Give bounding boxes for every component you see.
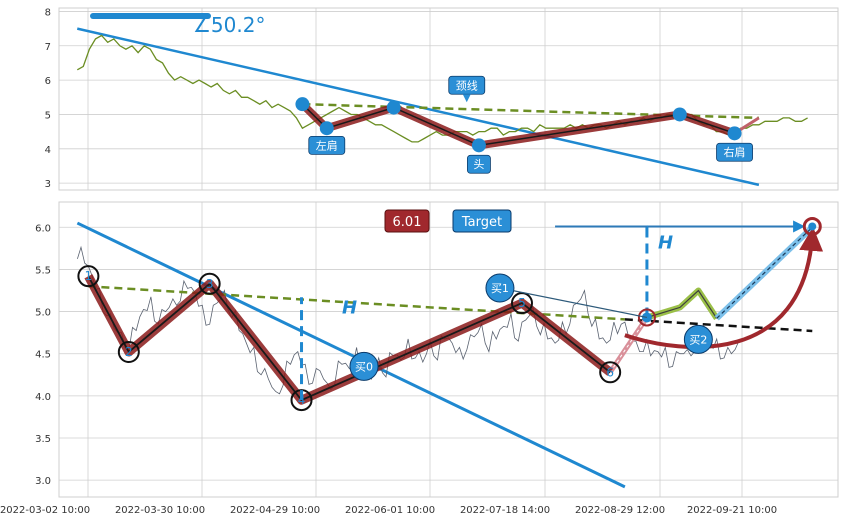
top-pattern-label: 右肩 <box>724 145 746 159</box>
bottom-pattern-zigzag-inner <box>87 275 611 402</box>
buy1-pointer-line <box>499 287 648 319</box>
bottom-xtick-label: 2022-07-18 14:00 <box>460 505 550 516</box>
top-pattern-point <box>471 138 486 153</box>
top-panel: 左肩头 右肩 颈线 ∠50.2° <box>76 13 808 187</box>
target-value-label: 6.01 <box>393 215 422 230</box>
pattern-point-circle <box>198 272 221 295</box>
top-ytick-label: 8 <box>45 7 51 18</box>
top-pattern-point <box>386 100 401 115</box>
pattern-point-circle <box>77 265 100 288</box>
top-pattern-label-box <box>308 135 346 155</box>
top-pattern-label-box <box>716 142 753 162</box>
bottom-ytick-label: 4.5 <box>35 350 51 361</box>
top-pattern-label: 左肩 <box>316 138 338 152</box>
top-ytick-label: 7 <box>45 42 51 53</box>
bottom-ytick-label: 5.0 <box>35 308 51 319</box>
bottom-xtick-label: 2022-06-01 10:00 <box>345 505 435 516</box>
pullback-segment-green-inner <box>646 289 718 319</box>
bottom-ytick-label: 4.0 <box>35 392 51 403</box>
bottom-neckline-extension <box>624 318 813 333</box>
top-pattern-label: 头 <box>473 158 484 171</box>
target-label-box <box>452 209 512 233</box>
angle-label: ∠50.2° <box>193 13 265 37</box>
grid-layer <box>58 7 839 498</box>
bottom-ytick-label: 3.5 <box>35 434 51 445</box>
pattern-point-label: 6 <box>606 365 614 379</box>
buy-point-label: 买0 <box>355 360 373 373</box>
pattern-point-label: 2 <box>125 345 133 359</box>
bottom-xtick-label: 2022-08-29 12:00 <box>575 505 665 516</box>
target-value-box <box>384 209 430 233</box>
pattern-point-circle <box>510 292 533 315</box>
buy-point-marker <box>349 351 379 381</box>
breakout-segment-pink-dash <box>609 317 648 373</box>
target-arrow-curve <box>624 226 824 350</box>
target-endpoint-dot <box>808 222 817 231</box>
target-segment-blue-dash <box>716 226 813 319</box>
height-label: H <box>342 297 357 318</box>
top-pattern-label-box <box>467 154 491 174</box>
top-trendline <box>76 27 760 187</box>
bottom-panel-frame <box>58 201 839 498</box>
bottom-ytick-label: 5.5 <box>35 265 51 276</box>
bottom-xtick-label: 2022-09-21 10:00 <box>687 505 777 516</box>
top-ytick-label: 6 <box>45 76 51 87</box>
pattern-point-circle <box>117 341 140 364</box>
bottom-trendline <box>76 221 626 489</box>
top-ytick-label: 4 <box>45 145 51 156</box>
top-ytick-label: 5 <box>45 110 51 121</box>
breakout-point-circle <box>637 308 656 327</box>
top-pattern-point <box>295 97 310 112</box>
pattern-point-circle <box>599 361 622 384</box>
buy-point-marker <box>485 273 515 303</box>
neckline-pointer-icon <box>462 94 471 103</box>
buy-point-marker <box>683 324 713 354</box>
target-endpoint-circle <box>802 216 822 236</box>
top-pattern-point <box>672 107 687 122</box>
top-pattern-label: 颈线 <box>456 78 478 92</box>
top-panel-frame <box>58 7 839 191</box>
bottom-ytick-label: 6.0 <box>35 223 51 234</box>
top-pattern-point <box>727 126 742 141</box>
bottom-xtick-label: 2022-03-30 10:00 <box>115 505 205 516</box>
top-ytick-label: 3 <box>45 179 51 190</box>
target-label: Target <box>461 215 502 230</box>
buy-point-label: 买1 <box>491 282 509 295</box>
bottom-ytick-label: 3.0 <box>35 476 51 487</box>
pattern-point-label: 5 <box>518 296 526 310</box>
buy-point-label: 买2 <box>689 333 707 346</box>
axes-layer: 3 4 5 6 7 8 3.0 3.5 4.0 4.5 5.0 5.5 6.0 2022-03-02 10… <box>0 7 777 516</box>
pattern-point-label: 1 <box>85 269 93 283</box>
bottom-xtick-label: 2022-04-29 10:00 <box>230 505 320 516</box>
bottom-xtick-label: 2022-03-02 10:00 <box>0 505 90 516</box>
top-pattern-point <box>319 121 334 136</box>
height-label: H <box>658 232 673 253</box>
pattern-point-label: 3 <box>206 277 214 291</box>
